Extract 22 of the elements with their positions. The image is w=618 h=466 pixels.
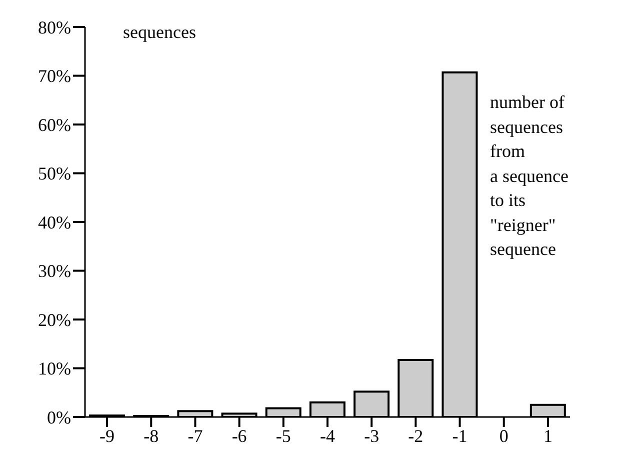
y-axis-title: sequences bbox=[123, 22, 196, 43]
x-tick-label: -8 bbox=[144, 426, 159, 446]
annotation: number of sequences from a sequence to its "reigner" sequence bbox=[490, 91, 568, 261]
x-tick-label: -4 bbox=[320, 426, 335, 446]
y-tick-label: 40% bbox=[38, 212, 71, 232]
y-tick-label: 60% bbox=[38, 114, 71, 135]
x-tick-label: -2 bbox=[408, 426, 424, 446]
x-tick-label: -5 bbox=[276, 426, 291, 446]
y-tick-label: 50% bbox=[38, 164, 71, 184]
x-tick-label: -7 bbox=[188, 426, 203, 446]
y-tick-label: 30% bbox=[38, 261, 71, 282]
y-tick-label: 10% bbox=[38, 358, 71, 379]
x-tick-label: 1 bbox=[543, 426, 552, 446]
x-tick-label: -6 bbox=[232, 426, 247, 446]
x-tick-label: -1 bbox=[452, 426, 468, 446]
y-tick-label: 70% bbox=[38, 66, 71, 86]
x-tick-label: -3 bbox=[364, 426, 380, 446]
y-tick-label: 20% bbox=[38, 310, 71, 330]
y-tick-label: 80% bbox=[38, 17, 71, 38]
y-tick-label: 0% bbox=[47, 407, 71, 428]
x-tick-label: 0 bbox=[499, 426, 508, 446]
x-tick-label: -9 bbox=[100, 426, 115, 446]
